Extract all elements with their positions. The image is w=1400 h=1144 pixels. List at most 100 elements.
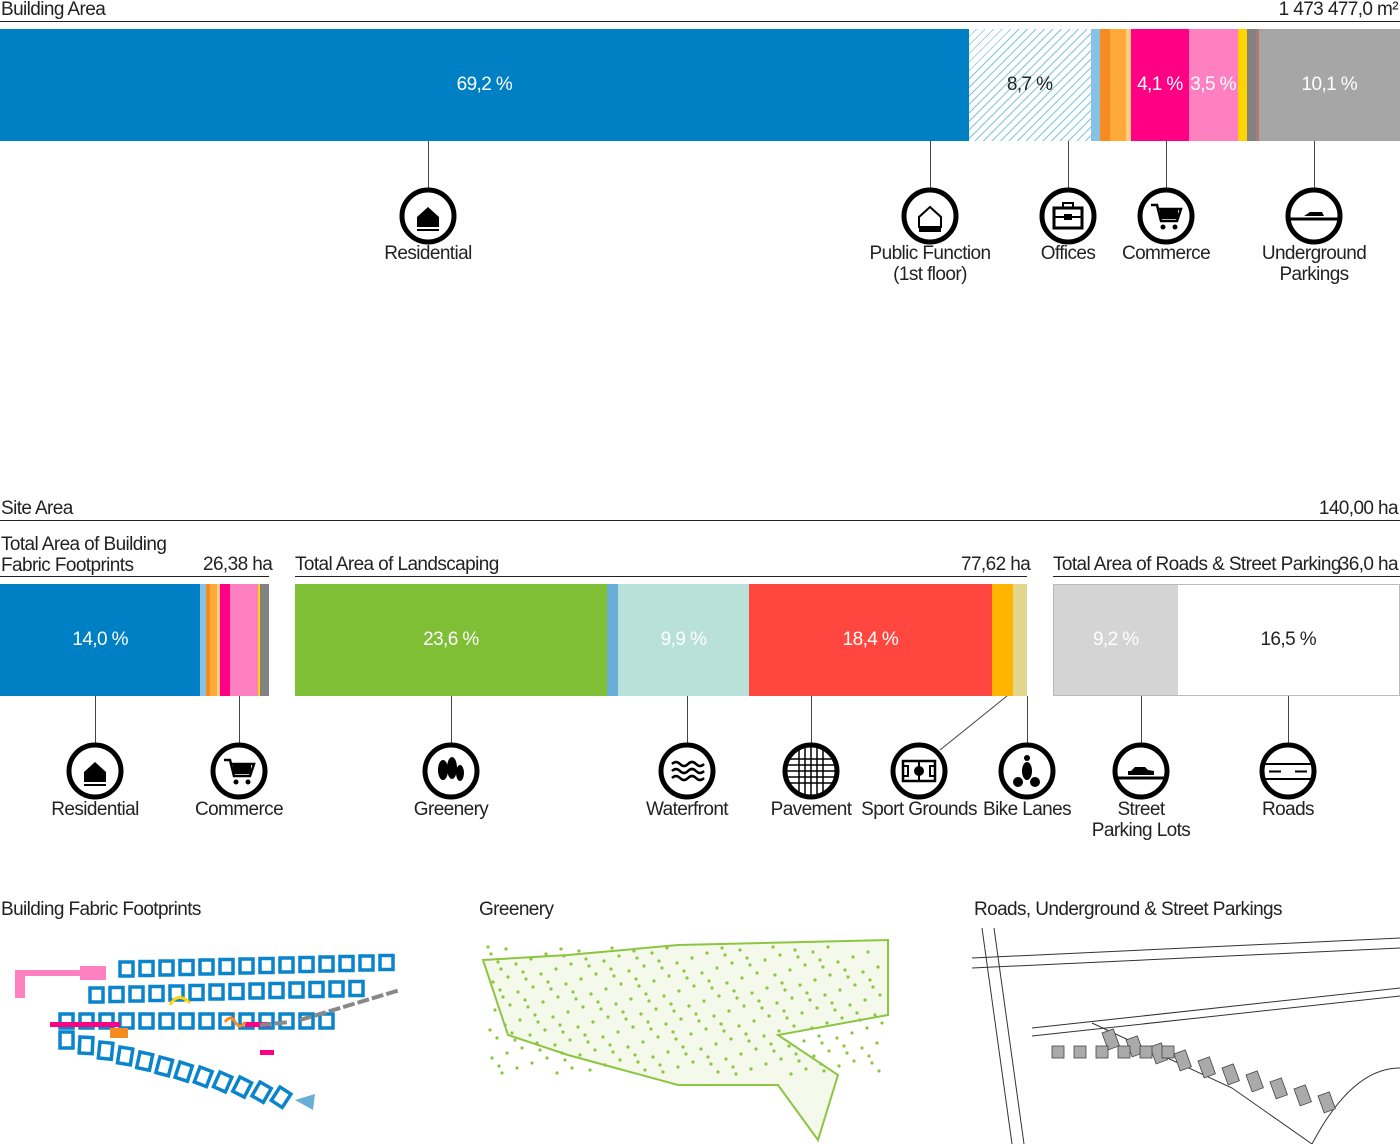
bar-segment: 23,6 % [295,584,607,696]
roads-map [972,928,1400,1144]
commerce-icon [1137,187,1195,245]
landscaping-bar: 23,6 % 9,9 % 18,4 % [295,584,1027,696]
commerce-icon [210,742,268,800]
leader-line [687,696,688,744]
segment-label: 14,0 % [72,629,128,650]
bar-segment [209,584,217,696]
leader-line [1314,141,1315,189]
bar-segment [1247,29,1256,141]
bar-segment [1090,29,1101,141]
public-function-icon [901,187,959,245]
leader-line [1068,141,1069,189]
bar-segment [606,584,619,696]
map-title-greenery: Greenery [479,899,554,920]
map-title-footprints: Building Fabric Footprints [1,899,201,920]
icon-label: Street Parking Lots [1091,799,1191,841]
bar-segment: 16,5 % [1177,585,1399,695]
bar-segment [1013,584,1027,696]
leader-line [451,696,452,744]
icon-label: Sport Grounds [861,799,977,820]
segment-label: 16,5 % [1260,629,1317,650]
icon-label: Underground Parkings [1261,243,1367,285]
bar-segment: 69,2 % [0,29,969,141]
site-area-title: Site Area [1,498,73,519]
icon-label: Pavement [770,799,852,820]
underground-parking-icon [1285,187,1343,245]
bar-segment [1110,29,1126,141]
map-title-roads: Roads, Underground & Street Parkings [974,899,1283,920]
bar-segment [1237,29,1248,141]
segment-label: 3,5 % [1190,74,1236,95]
footprints-total: 26,38 ha [203,554,273,575]
bar-segment: 10,1 % [1258,29,1400,141]
bar-segment [259,584,269,696]
bar-segment [206,584,210,696]
bar-segment [1255,29,1259,141]
segment-label: 9,9 % [660,629,707,650]
footprints-bar: 14,0 % [0,584,269,696]
icon-label: Waterfront [646,799,729,820]
bar-segment [216,584,221,696]
building-area-bar: 69,2 % 8,7 % 4,1 % 3,5 % 10,1 % [0,29,1400,141]
icon-label: Residential [384,243,472,264]
leader-line [930,141,931,189]
bar-segment [1125,29,1132,141]
icon-label: Residential [51,799,139,820]
bar-segment: 14,0 % [0,584,201,696]
residential-icon [66,742,124,800]
icon-label: Commerce [1121,243,1211,264]
greenery-icon [422,742,480,800]
segment-label: 4,1 % [1137,74,1183,95]
leader-line [428,141,429,189]
landscaping-title: Total Area of Landscaping [295,554,499,575]
sport-grounds-icon [890,742,948,800]
waterfront-icon [658,742,716,800]
bar-segment: 3,5 % [1188,29,1238,141]
bike-lanes-icon [998,742,1056,800]
bar-segment [200,584,207,696]
roads-total: 36,0 ha [1338,554,1399,575]
divider [1053,576,1400,577]
building-area-title: Building Area [1,0,106,20]
leader-line [1027,696,1028,744]
landscaping-total: 77,62 ha [961,554,1031,575]
leader-line [95,696,96,744]
roads-icon [1259,742,1317,800]
leader-line [1288,696,1289,744]
segment-label: 9,2 % [1092,629,1139,650]
bar-segment [229,584,259,696]
divider [0,21,1400,22]
bar-segment [1100,29,1111,141]
icon-label: Bike Lanes [982,799,1072,820]
leader-line [811,696,812,744]
leader-line [239,696,240,744]
pavement-icon [782,742,840,800]
bar-segment [258,584,260,696]
site-area-total: 140,00 ha [1318,498,1399,519]
bar-segment [992,584,1014,696]
icon-label: Greenery [413,799,489,820]
building-area-total: 1 473 477,0 m² [1278,0,1399,20]
residential-icon [399,187,457,245]
icon-label: Roads [1262,799,1315,820]
street-parking-icon [1112,742,1170,800]
icon-label: Commerce [194,799,284,820]
roads-bar: 9,2 % 16,5 % [1053,584,1400,696]
bar-segment: 9,9 % [618,584,749,696]
segment-label: 10,1 % [1301,74,1358,95]
segment-label: 18,4 % [842,629,899,650]
divider [0,520,1400,521]
segment-label: 69,2 % [456,74,513,95]
segment-label: 8,7 % [1006,74,1053,95]
footprints-map [15,953,401,1110]
divider [0,576,269,577]
icon-label: Offices [1040,243,1096,264]
leader-line [1166,141,1167,189]
leader-line [939,696,1008,751]
divider [295,576,1027,577]
bar-segment: 18,4 % [748,584,992,696]
bar-segment [220,584,230,696]
bar-segment: 9,2 % [1054,585,1178,695]
bar-segment: 4,1 % [1131,29,1189,141]
bar-segment: 8,7 % [968,29,1091,141]
